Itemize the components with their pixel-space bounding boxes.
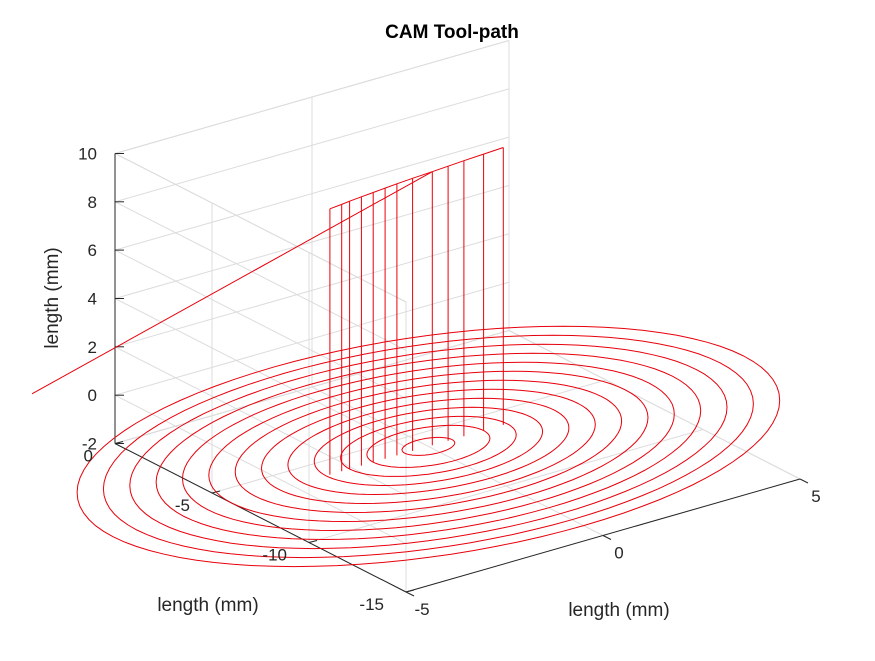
y-axis-label: length (mm) <box>157 595 258 616</box>
x-tick-label: 0 <box>614 544 623 563</box>
y-tick-label: 0 <box>84 447 93 466</box>
tool-traverse-line <box>349 196 362 202</box>
z-gridline <box>114 346 407 496</box>
tool-traverse-line <box>384 183 398 189</box>
z-tick-label: -2 <box>82 435 97 454</box>
x-tick <box>799 478 809 484</box>
tool-traverse-line <box>447 160 465 167</box>
tool-path-pass <box>401 436 456 456</box>
tool-path-pass <box>181 361 675 532</box>
z-gridline <box>114 153 407 303</box>
y-tick-label: -10 <box>262 546 287 565</box>
tool-path-layer <box>31 147 781 568</box>
tool-path-pass <box>313 406 544 487</box>
tool-path-pass <box>234 379 623 514</box>
y-axis-line <box>114 443 407 593</box>
tool-traverse-line <box>432 165 449 173</box>
grid-layer <box>114 40 801 593</box>
axes-layer <box>114 153 809 597</box>
tool-traverse-line <box>341 200 350 205</box>
z-tick-label: 4 <box>88 290 97 309</box>
x-tick <box>405 591 415 597</box>
z-tick-label: 10 <box>78 145 97 164</box>
z-axis-label: length (mm) <box>42 247 63 348</box>
x-tick-label: -5 <box>414 600 429 619</box>
z-gridline <box>114 201 407 351</box>
z-tick-label: 8 <box>88 193 97 212</box>
y-tick <box>308 540 318 543</box>
z-tick-label: 2 <box>88 338 97 357</box>
x-gridline <box>508 330 801 480</box>
tool-path-pass <box>102 334 754 559</box>
tool-path-pass <box>287 397 570 496</box>
tool-rapid-line <box>31 171 433 395</box>
z-gridline <box>114 394 407 545</box>
x-gridline <box>311 386 604 536</box>
z-tick-label: 0 <box>88 386 97 405</box>
z-gridline <box>114 298 407 448</box>
tool-traverse-line <box>463 153 484 162</box>
chart-title: CAM Tool-path <box>385 22 519 43</box>
tool-path-pass <box>208 370 649 523</box>
tool-traverse-line <box>361 192 374 198</box>
tool-path-pass <box>76 325 781 568</box>
tool-traverse-line <box>373 187 386 193</box>
x-tick <box>602 535 612 540</box>
tool-path-pass <box>155 352 702 541</box>
tool-path-pass <box>260 388 596 505</box>
x-tick-label: 5 <box>811 487 820 506</box>
tool-traverse-line <box>329 203 342 210</box>
y-tick <box>405 589 415 593</box>
y-tick-label: -15 <box>359 595 384 614</box>
tool-traverse-line <box>412 171 433 179</box>
tool-traverse-line <box>483 147 504 155</box>
z-tick-label: 6 <box>88 241 97 260</box>
y-tick-label: -5 <box>175 496 190 515</box>
tool-traverse-line <box>396 177 413 185</box>
y-tick <box>114 441 124 444</box>
x-axis-label: length (mm) <box>568 600 669 621</box>
